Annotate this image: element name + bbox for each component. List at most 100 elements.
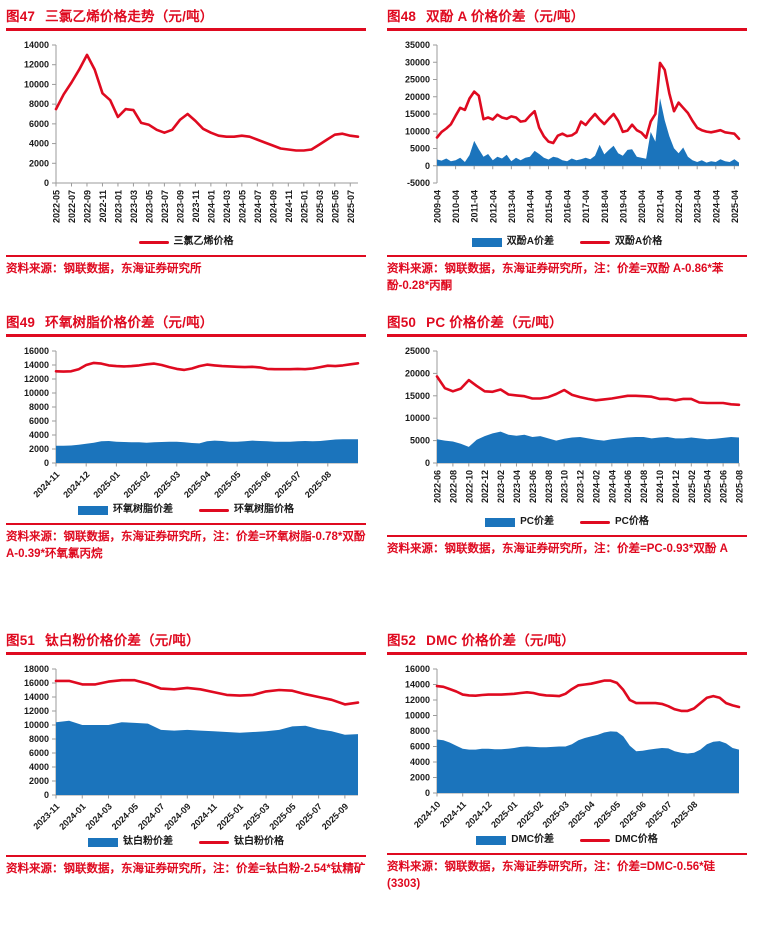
x-axis-label: 2024-11: [284, 190, 294, 223]
figure-title-text: DMC 价格价差（元/吨）: [426, 633, 575, 648]
chart-svg: 0 2000 4000 6000 8000 10000 12000 14000 2022-05 2…: [24, 40, 360, 223]
figure-title-text: 三氯乙烯价格走势（元/吨）: [45, 9, 214, 24]
chart-area: 0 2000 4000 6000 8000 10000 12000 14000 16000 202…: [387, 663, 747, 833]
x-axis-label: 2025-06: [618, 799, 648, 829]
figure-49: 图49 环氧树脂价格价差（元/吨） 0 2000 4000 6000 8000 10000 1…: [0, 306, 381, 624]
figure-title-text: PC 价格价差（元/吨）: [426, 315, 563, 330]
x-axis-label: 2022-04: [674, 190, 684, 223]
y-axis-label: 5000: [410, 144, 430, 154]
y-axis-label: 4000: [29, 430, 49, 440]
legend-item: 钛白粉价格: [199, 837, 284, 847]
figure-title-text: 双酚 A 价格价差（元/吨）: [426, 9, 585, 24]
y-axis-label: 0: [44, 458, 49, 468]
y-axis-label: 6000: [29, 119, 49, 129]
legend-area-swatch: [476, 835, 507, 845]
x-axis-label: 2025-03: [152, 469, 182, 499]
y-axis-label: 5000: [410, 436, 430, 446]
legend-label: DMC价格: [615, 834, 658, 845]
legend-label: 钛白粉价差: [123, 836, 173, 847]
y-axis-label: -5000: [407, 178, 430, 188]
y-axis-label: 10000: [24, 720, 49, 730]
x-axis-label: 2025-07: [294, 801, 324, 831]
x-axis-label: 2014-04: [525, 190, 535, 223]
source-divider: [6, 855, 366, 857]
source-note: 资料来源：钢联数据，东海证券研究所，注：价差=PC-0.93*双酚 A: [387, 543, 728, 555]
x-axis-label: 2022-10: [464, 470, 474, 503]
x-axis-label: 2024-12: [463, 799, 493, 829]
y-axis-label: 8000: [29, 734, 49, 744]
legend-area-swatch: [485, 517, 516, 527]
legend-label: 钛白粉价格: [234, 836, 284, 847]
chart-svg: 0 2000 4000 6000 8000 10000 12000 14000 16000 180…: [24, 664, 360, 832]
figure-number: 图52: [387, 633, 417, 648]
x-axis-label: 2024-11: [189, 801, 219, 831]
x-axis-label: 2024-09: [268, 190, 278, 223]
x-axis-label: 2024-11: [438, 799, 468, 829]
y-axis-label: 4000: [29, 762, 49, 772]
y-axis-label: 4000: [410, 757, 430, 767]
chart-svg: 0 2000 4000 6000 8000 10000 12000 14000 16000 202…: [405, 664, 741, 830]
x-axis-label: 2025-08: [735, 470, 744, 503]
spread-area-series: [437, 731, 739, 793]
legend-item: 双酚A价差: [471, 237, 554, 247]
x-axis-label: 2023-05: [144, 190, 154, 223]
x-axis-label: 2022-11: [98, 190, 108, 223]
title-underline: [6, 334, 366, 337]
price-line-series: [435, 679, 741, 713]
spread-area-series: [56, 720, 358, 795]
legend-item: 环氧树脂价差: [78, 505, 173, 515]
chart-legend: PC价差 PC价格: [387, 517, 747, 527]
y-axis-label: 25000: [405, 75, 430, 85]
price-line-series: [435, 61, 741, 145]
legend-item: PC价格: [580, 517, 649, 527]
x-axis-label: 2025-01: [299, 190, 309, 223]
figure-50: 图50 PC 价格价差（元/吨） 0 5000 10000 15000 20000 2500…: [381, 306, 762, 624]
x-axis-label: 2024-12: [61, 469, 91, 499]
source-divider: [6, 523, 366, 525]
y-axis-label: 10000: [24, 79, 49, 89]
x-axis-label: 2025-05: [212, 469, 242, 499]
y-axis-label: 0: [44, 178, 49, 188]
source-note: 资料来源：钢联数据，东海证券研究所，注：价差=环氧树脂-0.78*双酚 A-0.…: [6, 531, 366, 561]
y-axis-label: 6000: [29, 748, 49, 758]
y-axis-label: 15000: [405, 391, 430, 401]
legend-label: DMC价差: [511, 834, 554, 845]
x-axis-label: 2025-05: [592, 799, 622, 829]
x-axis-label: 2025-08: [303, 469, 333, 499]
x-axis-label: 2017-04: [581, 190, 591, 223]
title-underline: [6, 28, 366, 31]
x-axis-label: 2025-07: [643, 799, 673, 829]
legend-label: PC价格: [615, 516, 649, 527]
x-axis-label: 2013-04: [507, 190, 517, 223]
chart-legend: DMC价差 DMC价格: [387, 835, 747, 845]
figure-48: 图48 双酚 A 价格价差（元/吨） -5000 0 5000 10000 15000 20…: [381, 0, 762, 306]
y-axis-label: 10000: [405, 126, 430, 136]
figure-number: 图48: [387, 9, 417, 24]
y-axis-label: 25000: [405, 346, 430, 356]
spread-area-series: [437, 98, 739, 166]
legend-item: 双酚A价格: [580, 237, 662, 247]
y-axis-label: 10000: [24, 388, 49, 398]
chart-area: 0 5000 10000 15000 20000 25000 2022-06 2022-08 2…: [387, 345, 747, 515]
x-axis-label: 2024-01: [57, 801, 87, 831]
x-axis-label: 2022-07: [67, 190, 77, 223]
legend-area-swatch: [88, 837, 118, 847]
x-axis-label: 2009-04: [433, 190, 443, 223]
x-axis-label: 2025-09: [320, 801, 350, 831]
chart-legend: 环氧树脂价差 环氧树脂价格: [6, 505, 366, 515]
x-axis-label: 2024-05: [110, 801, 140, 831]
chart-legend: 三氯乙烯价格: [6, 237, 366, 247]
figure-number: 图51: [6, 633, 36, 648]
source-note: 资料来源：钢联数据，东海证券研究所，注：价差=钛白粉-2.54*钛精矿: [6, 863, 366, 875]
x-axis-label: 2024-06: [623, 470, 633, 503]
legend-line-swatch: [138, 240, 169, 244]
x-axis-label: 2025-03: [315, 190, 325, 223]
x-axis-label: 2025-06: [242, 469, 272, 499]
y-axis-label: 2000: [29, 158, 49, 168]
y-axis-label: 20000: [405, 368, 430, 378]
y-axis-label: 20000: [405, 92, 430, 102]
legend-label: 环氧树脂价差: [113, 504, 173, 515]
x-axis-label: 2025-05: [267, 801, 297, 831]
x-axis-label: 2023-11: [31, 801, 61, 831]
x-axis-label: 2024-12: [671, 470, 681, 503]
